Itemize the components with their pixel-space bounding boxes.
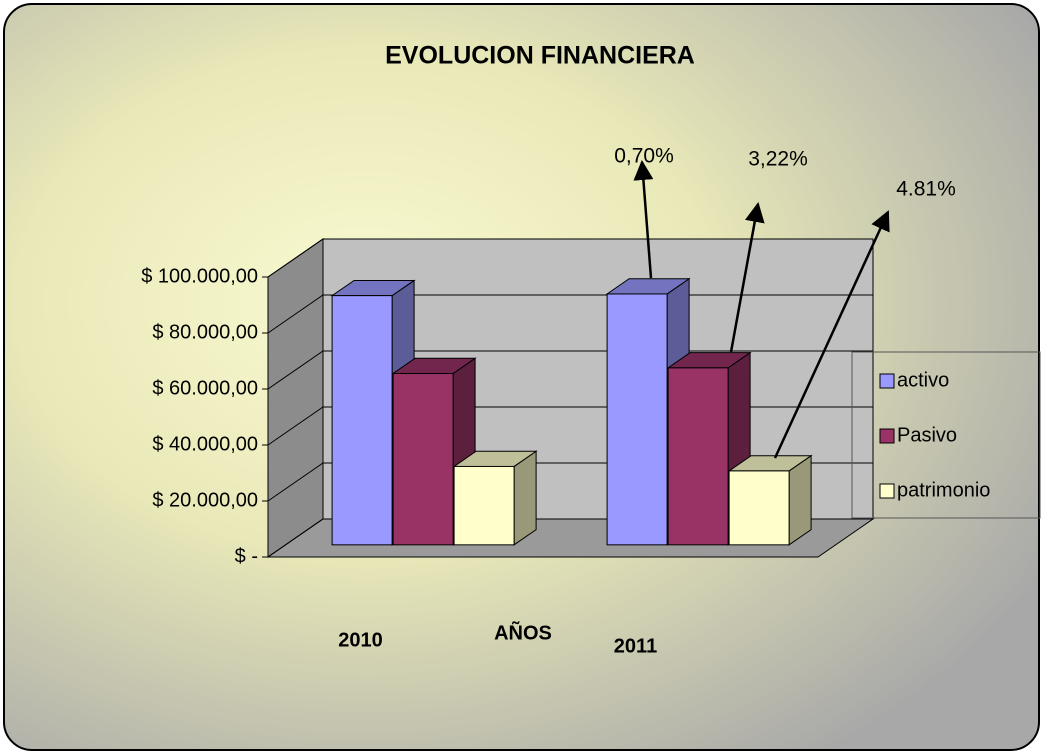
legend-swatch: [879, 428, 895, 444]
annotation-arrow: [633, 160, 654, 279]
x-axis-label: AÑOS: [494, 621, 552, 644]
bar: [452, 450, 538, 546]
legend-swatch: [879, 483, 895, 499]
grid-line: [267, 238, 873, 278]
y-tick-label: $ 20.000,00: [152, 489, 258, 511]
bar-front: [667, 367, 729, 546]
x-tick-label: 2011: [614, 635, 657, 657]
legend-swatch: [879, 373, 895, 389]
bar-front: [728, 470, 790, 546]
annotation: 4.81%: [896, 178, 956, 201]
y-tick-label: $ 80.000,00: [152, 321, 258, 343]
bar: [727, 454, 813, 546]
side-wall: [267, 238, 324, 558]
bar: [666, 351, 752, 546]
y-tick-label: $ -: [235, 545, 258, 567]
bar-side: [513, 450, 537, 546]
y-tick-label: $ 60.000,00: [152, 377, 258, 399]
y-tick-label: $ 40.000,00: [152, 433, 258, 455]
bar-front: [606, 293, 668, 546]
legend-box: [851, 351, 1041, 519]
annotation-arrow: [773, 210, 890, 459]
bar-front: [453, 465, 515, 546]
x-tick-label: 2010: [338, 629, 383, 651]
annotation-arrow: [729, 202, 765, 353]
chart-title: EVOLUCION FINANCIERA: [385, 42, 695, 70]
grid-line: [267, 294, 873, 334]
annotation: 3,22%: [748, 148, 808, 171]
bar-front: [392, 372, 454, 546]
grid-line: [267, 350, 873, 390]
legend: activo Pasivo patrimonio: [851, 351, 1041, 519]
legend-label: Pasivo: [897, 424, 957, 446]
bar-front: [331, 295, 393, 546]
y-tick-label: $ 100.000,00: [141, 265, 258, 287]
legend-label: patrimonio: [897, 479, 990, 501]
plot-area: $ - $ 20.000,00 $ 40.000,00 $ 60.000,00 $ 80…: [141, 238, 875, 657]
annotation: 0,70%: [614, 145, 674, 168]
legend-label: activo: [897, 369, 949, 391]
